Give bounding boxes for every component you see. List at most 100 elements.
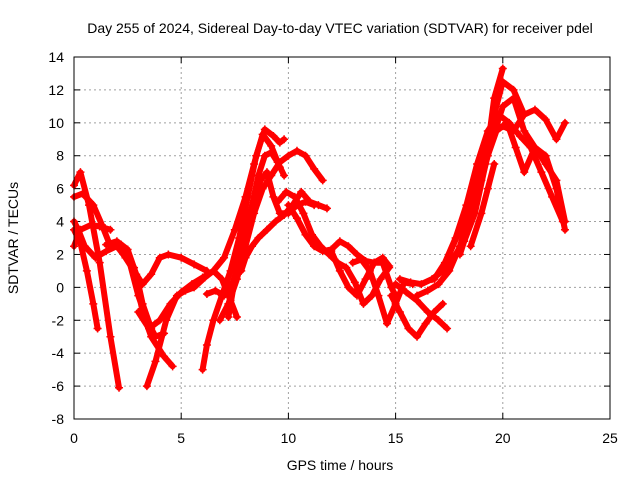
data-point — [466, 217, 475, 226]
data-point — [365, 266, 374, 275]
data-point — [440, 258, 449, 267]
data-point — [353, 291, 362, 300]
data-point — [82, 266, 91, 275]
data-point — [520, 127, 529, 136]
data-point — [413, 332, 422, 341]
data-point — [91, 253, 100, 262]
x-tick-label: 0 — [70, 430, 78, 446]
data-point — [237, 242, 246, 251]
series-track-10-points — [198, 125, 289, 374]
data-point — [155, 316, 164, 325]
data-point — [215, 316, 224, 325]
y-tick-label: 6 — [56, 181, 64, 197]
data-point — [232, 312, 241, 321]
data-point — [142, 382, 151, 391]
data-point — [269, 131, 278, 140]
data-point — [404, 324, 413, 333]
data-point — [520, 168, 529, 177]
data-point — [280, 171, 289, 180]
data-point — [443, 324, 452, 333]
series-track-20 — [392, 281, 451, 332]
data-point — [361, 275, 370, 284]
data-point — [145, 324, 154, 333]
data-point — [395, 275, 404, 284]
data-point — [483, 184, 492, 193]
data-point — [318, 176, 327, 185]
data-point — [230, 225, 239, 234]
data-point — [202, 340, 211, 349]
data-point — [560, 225, 569, 234]
data-point — [374, 291, 383, 300]
data-point — [434, 316, 443, 325]
data-point — [121, 253, 130, 262]
data-point — [202, 289, 211, 298]
chart-title: Day 255 of 2024, Sidereal Day-to-day VTE… — [87, 20, 593, 36]
data-point — [284, 151, 293, 160]
data-point — [455, 225, 464, 234]
plot-frame — [73, 56, 611, 420]
data-point — [271, 217, 280, 226]
y-tick-label: -4 — [52, 345, 65, 361]
y-tick-label: -6 — [52, 378, 65, 394]
data-point — [80, 242, 89, 251]
data-point — [297, 187, 306, 196]
data-point — [177, 288, 186, 297]
data-point — [353, 250, 362, 259]
data-point — [357, 255, 366, 264]
y-tick-label: 12 — [48, 82, 64, 98]
data-point — [548, 192, 557, 201]
data-point — [290, 192, 299, 201]
data-point — [280, 135, 289, 144]
data-point — [438, 299, 447, 308]
y-tick-label: 10 — [48, 115, 64, 131]
data-point — [252, 151, 261, 160]
data-point — [243, 192, 252, 201]
data-point — [115, 383, 124, 392]
data-point — [477, 176, 486, 185]
data-point — [243, 225, 252, 234]
data-point — [498, 102, 507, 111]
data-point — [541, 151, 550, 160]
data-point — [89, 299, 98, 308]
data-point — [211, 286, 220, 295]
data-point — [292, 146, 301, 155]
data-point — [299, 209, 308, 218]
data-point — [198, 273, 207, 282]
data-point — [498, 64, 507, 73]
data-point — [515, 131, 524, 140]
data-point — [327, 247, 336, 256]
data-point — [530, 143, 539, 152]
data-point — [391, 280, 400, 289]
data-point — [237, 266, 246, 275]
y-tick-label: 4 — [56, 214, 64, 230]
data-point — [151, 357, 160, 366]
data-point — [89, 201, 98, 210]
data-series — [70, 64, 569, 392]
data-point — [138, 280, 147, 289]
data-point — [310, 242, 319, 251]
data-point — [282, 187, 291, 196]
series-track-9 — [135, 131, 283, 332]
data-point — [560, 118, 569, 127]
data-point — [348, 258, 357, 267]
series-track-15-points — [273, 187, 394, 308]
data-point — [395, 308, 404, 317]
data-point — [537, 168, 546, 177]
data-point — [402, 288, 411, 297]
data-point — [430, 275, 439, 284]
series-track-26 — [467, 161, 498, 250]
data-point — [76, 225, 85, 234]
data-point — [344, 283, 353, 292]
y-tick-label: 14 — [48, 49, 64, 65]
data-point — [305, 197, 314, 206]
data-point — [383, 319, 392, 328]
data-point — [284, 201, 293, 210]
y-tick-label: 2 — [56, 246, 64, 262]
data-point — [335, 266, 344, 275]
series-track-10 — [199, 126, 288, 373]
data-point — [511, 143, 520, 152]
data-point — [250, 201, 259, 210]
data-point — [413, 291, 422, 300]
data-point — [498, 77, 507, 86]
series-track-19-points — [387, 291, 447, 341]
